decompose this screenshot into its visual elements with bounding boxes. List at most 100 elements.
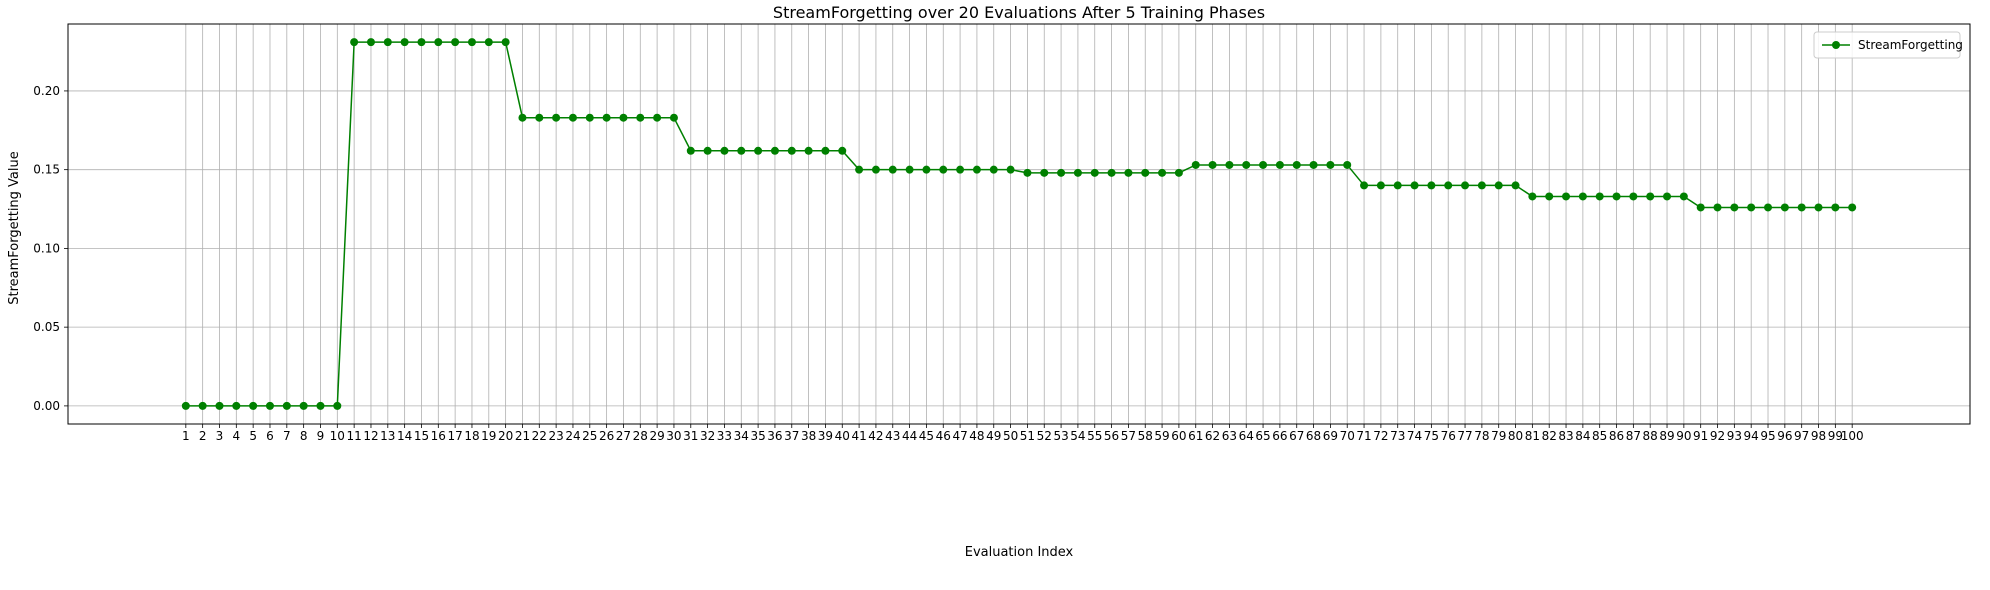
x-tick-label: 1: [182, 429, 190, 443]
x-tick-label: 34: [734, 429, 749, 443]
x-tick-label: 43: [885, 429, 900, 443]
data-point: [1797, 203, 1806, 212]
legend-label: StreamForgetting: [1858, 38, 1963, 52]
x-tick-label: 33: [717, 429, 732, 443]
data-point: [215, 401, 224, 410]
data-point: [1511, 181, 1520, 190]
data-point: [451, 38, 460, 47]
x-tick-label: 44: [902, 429, 917, 443]
x-tick-label: 36: [767, 429, 782, 443]
data-point: [1309, 160, 1318, 169]
x-tick-label: 12: [363, 429, 378, 443]
x-tick-label: 54: [1070, 429, 1085, 443]
data-point: [1174, 168, 1183, 177]
data-point: [1578, 192, 1587, 201]
x-tick-label: 94: [1744, 429, 1759, 443]
x-tick-label: 71: [1356, 429, 1371, 443]
data-point: [383, 38, 392, 47]
data-point: [602, 113, 611, 122]
x-tick-label: 10: [330, 429, 345, 443]
x-tick-label: 40: [835, 429, 850, 443]
data-point: [1528, 192, 1537, 201]
data-point: [653, 113, 662, 122]
data-point: [434, 38, 443, 47]
data-point: [467, 38, 476, 47]
data-point: [366, 38, 375, 47]
data-point: [1225, 160, 1234, 169]
data-point: [1360, 181, 1369, 190]
data-point: [1848, 203, 1857, 212]
x-tick-label: 37: [784, 429, 799, 443]
x-tick-label: 28: [633, 429, 648, 443]
x-axis-label: Evaluation Index: [965, 545, 1074, 560]
data-point: [1747, 203, 1756, 212]
data-point: [871, 165, 880, 174]
data-point: [1831, 203, 1840, 212]
x-tick-label: 89: [1659, 429, 1674, 443]
data-point: [804, 146, 813, 155]
x-tick-label: 20: [498, 429, 513, 443]
data-point: [1780, 203, 1789, 212]
data-point: [1141, 168, 1150, 177]
x-tick-label: 59: [1154, 429, 1169, 443]
x-tick-label: 72: [1373, 429, 1388, 443]
data-point: [686, 146, 695, 155]
x-tick-label: 79: [1491, 429, 1506, 443]
data-point: [669, 113, 678, 122]
data-point: [1107, 168, 1116, 177]
x-tick-label: 25: [582, 429, 597, 443]
x-tick-label: 11: [347, 429, 362, 443]
data-point: [316, 401, 325, 410]
x-axis-ticks: 1 2 3 4 5 6 7 8 9 10 11 12 13 14 15 16 17 18 19 20 21 22 23 24 2…: [182, 424, 1864, 443]
x-tick-label: 45: [919, 429, 934, 443]
x-tick-label: 14: [397, 429, 412, 443]
data-point: [1158, 168, 1167, 177]
x-tick-label: 17: [447, 429, 462, 443]
data-point: [1629, 192, 1638, 201]
x-tick-label: 51: [1020, 429, 1035, 443]
data-point: [720, 146, 729, 155]
data-point: [770, 146, 779, 155]
x-tick-label: 13: [380, 429, 395, 443]
data-point: [787, 146, 796, 155]
x-tick-label: 68: [1306, 429, 1321, 443]
x-tick-label: 97: [1794, 429, 1809, 443]
x-tick-label: 30: [666, 429, 681, 443]
data-point: [1696, 203, 1705, 212]
data-point: [1040, 168, 1049, 177]
data-point: [1124, 168, 1133, 177]
x-tick-label: 7: [283, 429, 291, 443]
x-tick-label: 4: [232, 429, 240, 443]
series-line-streamforgetting: [185, 41, 1853, 407]
x-tick-label: 16: [431, 429, 446, 443]
data-point: [888, 165, 897, 174]
x-tick-label: 84: [1575, 429, 1590, 443]
data-point: [1562, 192, 1571, 201]
x-tick-label: 52: [1037, 429, 1052, 443]
x-tick-label: 8: [300, 429, 308, 443]
x-tick-label: 24: [565, 429, 580, 443]
x-tick-label: 62: [1205, 429, 1220, 443]
x-tick-label: 92: [1710, 429, 1725, 443]
x-tick-label: 75: [1424, 429, 1439, 443]
x-tick-label: 58: [1138, 429, 1153, 443]
data-point: [1057, 168, 1066, 177]
x-tick-label: 48: [969, 429, 984, 443]
data-point: [821, 146, 830, 155]
data-point: [249, 401, 258, 410]
x-tick-label: 64: [1239, 429, 1254, 443]
x-tick-label: 22: [532, 429, 547, 443]
data-point: [939, 165, 948, 174]
x-tick-label: 21: [515, 429, 530, 443]
data-point: [1006, 165, 1015, 174]
data-point: [1393, 181, 1402, 190]
grid: [68, 24, 1970, 424]
x-tick-label: 63: [1222, 429, 1237, 443]
data-point: [400, 38, 409, 47]
x-tick-label: 86: [1609, 429, 1624, 443]
series-layer: [181, 38, 1857, 410]
x-tick-label: 70: [1340, 429, 1355, 443]
y-tick-label: 0.10: [33, 241, 60, 255]
x-tick-label: 55: [1087, 429, 1102, 443]
